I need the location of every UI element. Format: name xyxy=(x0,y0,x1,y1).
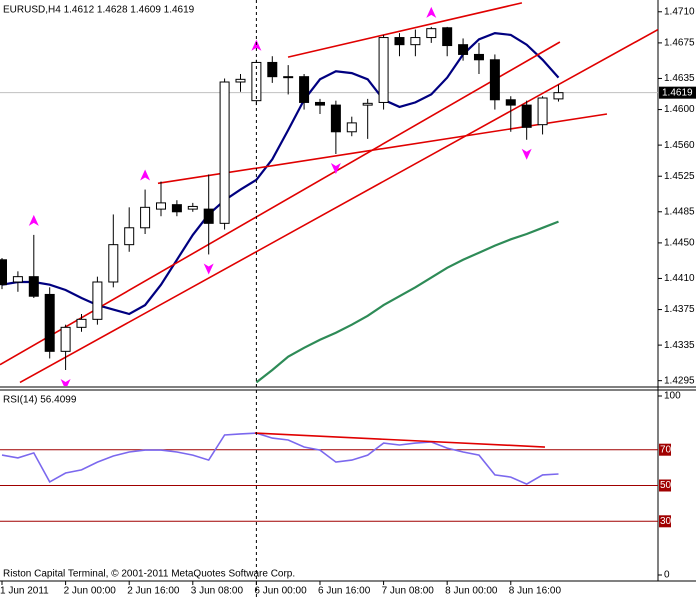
y-tick-label: 1.4375 xyxy=(664,304,695,315)
fractal-up-arrow xyxy=(426,6,437,18)
candle-body xyxy=(394,37,405,46)
candle-body xyxy=(235,78,246,83)
candle-body xyxy=(410,37,421,46)
candle-body xyxy=(346,122,357,133)
fractal-down-arrow xyxy=(521,148,532,160)
candle-body xyxy=(473,53,484,61)
indicator-line xyxy=(1,432,559,485)
y-tick-label: 1.4675 xyxy=(664,38,695,49)
candle-body xyxy=(44,293,55,352)
level-label: 70 xyxy=(660,444,672,455)
fractal-down-arrow xyxy=(330,163,341,174)
chart-title: EURUSD,H4 1.4612 1.4628 1.4609 1.4619 xyxy=(3,5,195,16)
y-tick-label: 1.4525 xyxy=(664,171,695,182)
candle-body xyxy=(60,326,71,352)
level-box xyxy=(659,443,671,456)
level-box xyxy=(659,515,671,528)
candle-body xyxy=(553,92,564,100)
fractal-up-arrow xyxy=(251,39,262,51)
candle-body xyxy=(330,104,341,133)
x-tick-label: 6 Jun 00:00 xyxy=(254,586,307,597)
candle-body xyxy=(124,227,135,246)
rsi-panel xyxy=(0,432,658,522)
candle-body xyxy=(362,102,373,106)
candle-body xyxy=(12,276,23,283)
candle-body xyxy=(171,204,182,213)
x-tick-label: 7 Jun 08:00 xyxy=(382,586,435,597)
candle-body xyxy=(458,44,469,55)
candle-body xyxy=(442,27,453,47)
y-tick-label: 1.4560 xyxy=(664,140,695,151)
candle-body xyxy=(267,61,278,78)
y-tick-label: 1.4450 xyxy=(664,238,695,249)
x-tick-label: 8 Jun 16:00 xyxy=(509,586,562,597)
x-tick-label: 1 Jun 2011 xyxy=(0,586,49,597)
x-tick-label: 3 Jun 08:00 xyxy=(191,586,244,597)
current-price-label: 1.4619 xyxy=(662,87,693,98)
x-tick-label: 2 Jun 16:00 xyxy=(127,586,180,597)
price-panel xyxy=(0,2,658,386)
x-tick-label: 8 Jun 00:00 xyxy=(445,586,498,597)
candle-body xyxy=(76,318,87,328)
trendline xyxy=(19,28,658,384)
candle-body xyxy=(28,276,39,297)
y-tick-label: 1.4710 xyxy=(664,6,695,17)
candle-body xyxy=(521,104,532,128)
indicator-title: RSI(14) 56.4099 xyxy=(3,395,77,406)
candle-body xyxy=(187,205,198,210)
fractal-down-arrow xyxy=(60,379,71,386)
y-tick-label: 1.4635 xyxy=(664,73,695,84)
candle-body xyxy=(108,244,119,283)
candle-body xyxy=(314,101,325,106)
indicator-line xyxy=(255,220,559,384)
candle-body xyxy=(505,99,516,106)
candle-body xyxy=(155,202,166,210)
candle-body xyxy=(140,206,151,229)
x-tick-label: 2 Jun 00:00 xyxy=(64,586,117,597)
candle-body xyxy=(378,37,389,103)
candle-body xyxy=(426,28,437,39)
candle-body xyxy=(0,259,8,286)
candle-body xyxy=(489,59,500,101)
level-label: 50 xyxy=(660,480,672,491)
y-tick-label: 100 xyxy=(664,391,681,402)
y-tick-label: 1.4485 xyxy=(664,206,695,217)
level-box xyxy=(659,479,671,492)
candle-body xyxy=(219,81,230,224)
y-tick-label: 1.4410 xyxy=(664,273,695,284)
fractal-up-arrow xyxy=(28,214,39,226)
fractal-up-arrow xyxy=(140,169,151,181)
trendline xyxy=(254,432,545,448)
y-tick-label: 1.4600 xyxy=(664,104,695,115)
trendline xyxy=(287,2,523,58)
candle-body xyxy=(92,281,103,320)
y-tick-label: 1.4335 xyxy=(664,340,695,351)
current-price-box xyxy=(659,86,696,99)
fractal-down-arrow xyxy=(203,263,214,275)
y-tick-label: 1.4295 xyxy=(664,375,695,386)
candle-body xyxy=(283,76,294,79)
footer: Riston Capital Terminal, © 2001-2011 Met… xyxy=(3,569,295,580)
candle-body xyxy=(299,76,310,103)
y-tick-label: 0 xyxy=(664,570,670,581)
x-tick-label: 6 Jun 16:00 xyxy=(318,586,371,597)
level-label: 30 xyxy=(660,516,672,527)
candle-body xyxy=(537,97,548,126)
trendline xyxy=(157,113,608,185)
candle-body xyxy=(203,208,214,224)
